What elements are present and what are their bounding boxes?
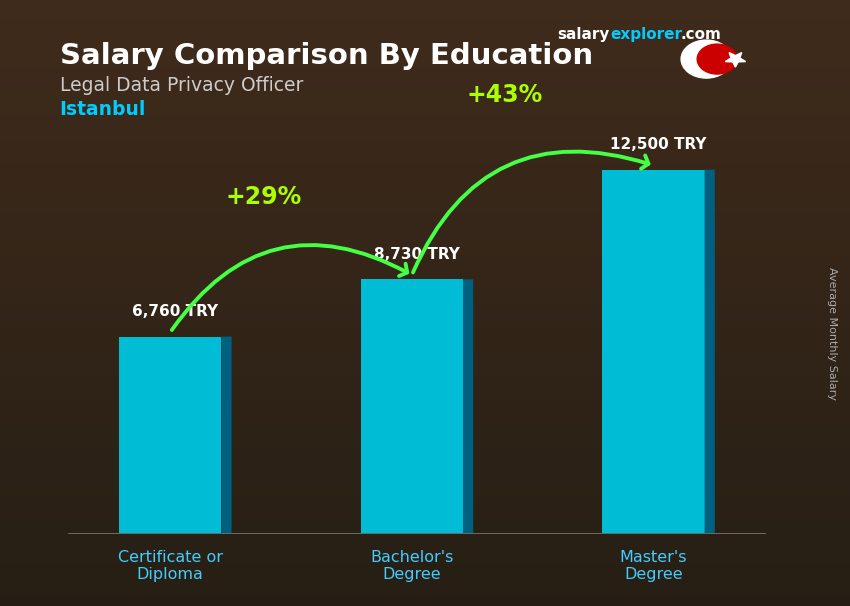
Polygon shape — [119, 337, 221, 533]
Text: +29%: +29% — [225, 185, 301, 208]
Text: 6,760 TRY: 6,760 TRY — [133, 304, 218, 319]
Text: Legal Data Privacy Officer: Legal Data Privacy Officer — [60, 76, 303, 95]
Text: Salary Comparison By Education: Salary Comparison By Education — [60, 42, 592, 70]
Polygon shape — [603, 170, 705, 533]
Text: .com: .com — [680, 27, 721, 42]
Text: Average Monthly Salary: Average Monthly Salary — [827, 267, 837, 400]
Text: +43%: +43% — [467, 82, 543, 107]
Text: salary: salary — [557, 27, 609, 42]
Text: 12,500 TRY: 12,500 TRY — [610, 137, 707, 152]
Polygon shape — [463, 279, 473, 533]
Text: 8,730 TRY: 8,730 TRY — [374, 247, 460, 262]
Text: explorer: explorer — [610, 27, 683, 42]
Polygon shape — [705, 170, 715, 533]
Text: Istanbul: Istanbul — [60, 100, 146, 119]
Circle shape — [697, 44, 737, 74]
Polygon shape — [360, 279, 463, 533]
Circle shape — [681, 40, 732, 78]
Polygon shape — [725, 53, 745, 67]
Polygon shape — [221, 337, 231, 533]
